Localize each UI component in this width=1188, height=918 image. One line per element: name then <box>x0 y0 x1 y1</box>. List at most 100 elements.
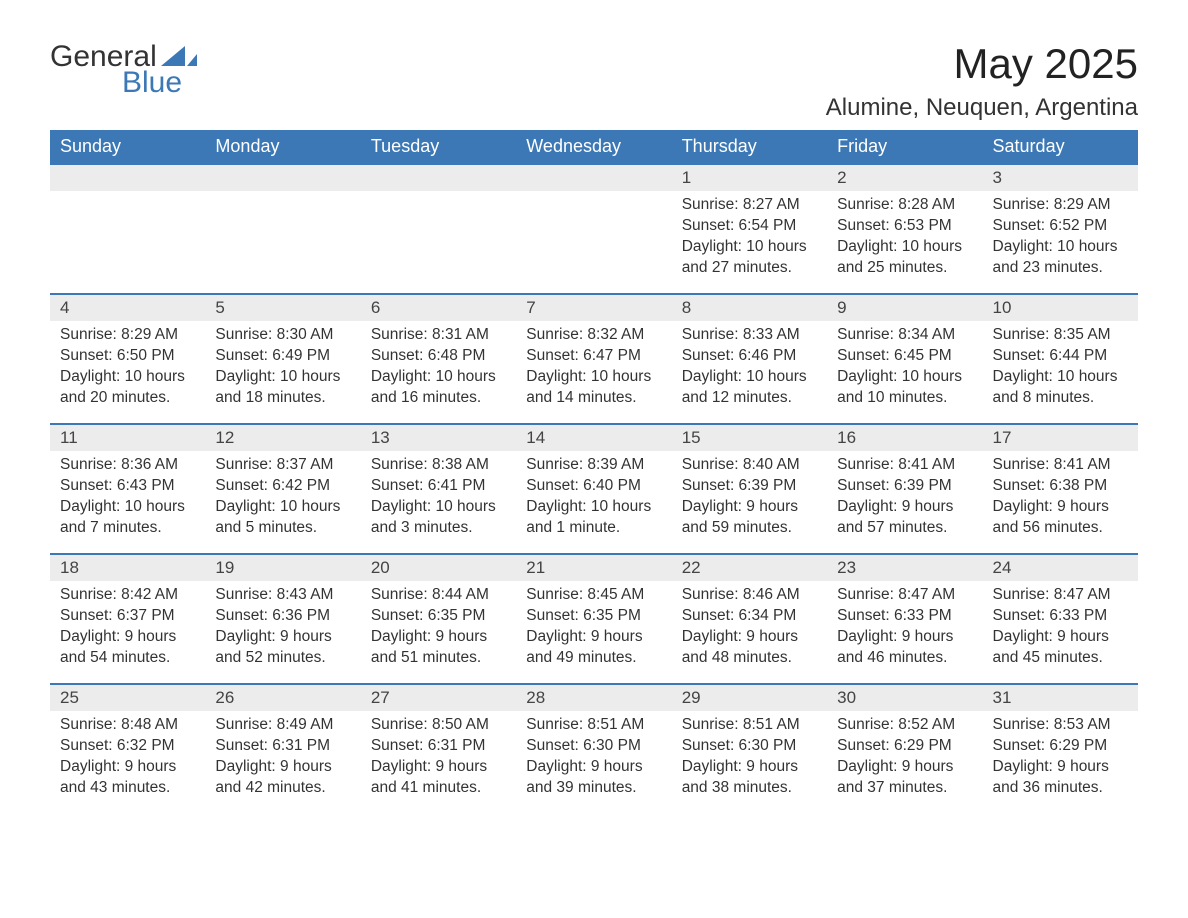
sunset-line: Sunset: 6:40 PM <box>526 476 661 497</box>
calendar-week-row: 11Sunrise: 8:36 AMSunset: 6:43 PMDayligh… <box>50 423 1138 553</box>
sunrise-line: Sunrise: 8:32 AM <box>526 325 661 346</box>
daylight-line: Daylight: 9 hours and 48 minutes. <box>682 627 817 669</box>
sunset-line: Sunset: 6:31 PM <box>215 736 350 757</box>
calendar-cell: 13Sunrise: 8:38 AMSunset: 6:41 PMDayligh… <box>361 423 516 553</box>
sunrise-line: Sunrise: 8:39 AM <box>526 455 661 476</box>
sunset-line: Sunset: 6:50 PM <box>60 346 195 367</box>
calendar-cell: 19Sunrise: 8:43 AMSunset: 6:36 PMDayligh… <box>205 553 360 683</box>
sunrise-line: Sunrise: 8:38 AM <box>371 455 506 476</box>
daylight-line: Daylight: 10 hours and 23 minutes. <box>993 237 1128 279</box>
sunset-line: Sunset: 6:34 PM <box>682 606 817 627</box>
day-number: 24 <box>983 553 1138 581</box>
day-number: 8 <box>672 293 827 321</box>
calendar-cell: 26Sunrise: 8:49 AMSunset: 6:31 PMDayligh… <box>205 683 360 813</box>
sunset-line: Sunset: 6:45 PM <box>837 346 972 367</box>
day-details: Sunrise: 8:41 AMSunset: 6:39 PMDaylight:… <box>827 451 982 547</box>
calendar-cell: 11Sunrise: 8:36 AMSunset: 6:43 PMDayligh… <box>50 423 205 553</box>
sunset-line: Sunset: 6:42 PM <box>215 476 350 497</box>
sunset-line: Sunset: 6:35 PM <box>526 606 661 627</box>
daylight-line: Daylight: 9 hours and 41 minutes. <box>371 757 506 799</box>
sunset-line: Sunset: 6:37 PM <box>60 606 195 627</box>
sunrise-line: Sunrise: 8:43 AM <box>215 585 350 606</box>
calendar-cell: 9Sunrise: 8:34 AMSunset: 6:45 PMDaylight… <box>827 293 982 423</box>
calendar-cell: 1Sunrise: 8:27 AMSunset: 6:54 PMDaylight… <box>672 163 827 293</box>
day-details: Sunrise: 8:51 AMSunset: 6:30 PMDaylight:… <box>516 711 671 807</box>
calendar-cell: 20Sunrise: 8:44 AMSunset: 6:35 PMDayligh… <box>361 553 516 683</box>
sunset-line: Sunset: 6:35 PM <box>371 606 506 627</box>
day-number <box>361 163 516 191</box>
daylight-line: Daylight: 9 hours and 51 minutes. <box>371 627 506 669</box>
weekday-header: Friday <box>827 130 982 163</box>
day-number: 1 <box>672 163 827 191</box>
daylight-line: Daylight: 10 hours and 7 minutes. <box>60 497 195 539</box>
day-number: 31 <box>983 683 1138 711</box>
calendar-week-row: 25Sunrise: 8:48 AMSunset: 6:32 PMDayligh… <box>50 683 1138 813</box>
sunset-line: Sunset: 6:52 PM <box>993 216 1128 237</box>
calendar-cell: 3Sunrise: 8:29 AMSunset: 6:52 PMDaylight… <box>983 163 1138 293</box>
daylight-line: Daylight: 10 hours and 20 minutes. <box>60 367 195 409</box>
day-details <box>516 191 671 203</box>
sunset-line: Sunset: 6:32 PM <box>60 736 195 757</box>
daylight-line: Daylight: 9 hours and 52 minutes. <box>215 627 350 669</box>
sunrise-line: Sunrise: 8:41 AM <box>993 455 1128 476</box>
sunset-line: Sunset: 6:41 PM <box>371 476 506 497</box>
daylight-line: Daylight: 10 hours and 25 minutes. <box>837 237 972 279</box>
daylight-line: Daylight: 9 hours and 37 minutes. <box>837 757 972 799</box>
day-number: 18 <box>50 553 205 581</box>
day-number: 2 <box>827 163 982 191</box>
day-details: Sunrise: 8:50 AMSunset: 6:31 PMDaylight:… <box>361 711 516 807</box>
day-details: Sunrise: 8:53 AMSunset: 6:29 PMDaylight:… <box>983 711 1138 807</box>
day-details <box>361 191 516 203</box>
sunrise-line: Sunrise: 8:37 AM <box>215 455 350 476</box>
daylight-line: Daylight: 9 hours and 45 minutes. <box>993 627 1128 669</box>
sunrise-line: Sunrise: 8:47 AM <box>837 585 972 606</box>
day-details: Sunrise: 8:43 AMSunset: 6:36 PMDaylight:… <box>205 581 360 677</box>
day-details: Sunrise: 8:49 AMSunset: 6:31 PMDaylight:… <box>205 711 360 807</box>
sunrise-line: Sunrise: 8:45 AM <box>526 585 661 606</box>
day-details: Sunrise: 8:47 AMSunset: 6:33 PMDaylight:… <box>983 581 1138 677</box>
sunrise-line: Sunrise: 8:33 AM <box>682 325 817 346</box>
sunrise-line: Sunrise: 8:52 AM <box>837 715 972 736</box>
calendar-week-row: 18Sunrise: 8:42 AMSunset: 6:37 PMDayligh… <box>50 553 1138 683</box>
day-details <box>50 191 205 203</box>
day-details: Sunrise: 8:31 AMSunset: 6:48 PMDaylight:… <box>361 321 516 417</box>
sunset-line: Sunset: 6:31 PM <box>371 736 506 757</box>
sunset-line: Sunset: 6:44 PM <box>993 346 1128 367</box>
calendar-cell: 2Sunrise: 8:28 AMSunset: 6:53 PMDaylight… <box>827 163 982 293</box>
sunset-line: Sunset: 6:33 PM <box>993 606 1128 627</box>
sunrise-line: Sunrise: 8:41 AM <box>837 455 972 476</box>
calendar-cell: 12Sunrise: 8:37 AMSunset: 6:42 PMDayligh… <box>205 423 360 553</box>
calendar-table: SundayMondayTuesdayWednesdayThursdayFrid… <box>50 130 1138 813</box>
sunrise-line: Sunrise: 8:49 AM <box>215 715 350 736</box>
sunset-line: Sunset: 6:39 PM <box>837 476 972 497</box>
daylight-line: Daylight: 9 hours and 38 minutes. <box>682 757 817 799</box>
daylight-line: Daylight: 9 hours and 56 minutes. <box>993 497 1128 539</box>
calendar-cell: 14Sunrise: 8:39 AMSunset: 6:40 PMDayligh… <box>516 423 671 553</box>
daylight-line: Daylight: 9 hours and 36 minutes. <box>993 757 1128 799</box>
day-details: Sunrise: 8:51 AMSunset: 6:30 PMDaylight:… <box>672 711 827 807</box>
calendar-cell: 24Sunrise: 8:47 AMSunset: 6:33 PMDayligh… <box>983 553 1138 683</box>
day-details: Sunrise: 8:44 AMSunset: 6:35 PMDaylight:… <box>361 581 516 677</box>
calendar-cell: 30Sunrise: 8:52 AMSunset: 6:29 PMDayligh… <box>827 683 982 813</box>
sunset-line: Sunset: 6:48 PM <box>371 346 506 367</box>
sunset-line: Sunset: 6:36 PM <box>215 606 350 627</box>
title-block: May 2025 Alumine, Neuquen, Argentina <box>826 40 1138 122</box>
daylight-line: Daylight: 10 hours and 18 minutes. <box>215 367 350 409</box>
sunset-line: Sunset: 6:43 PM <box>60 476 195 497</box>
day-number: 11 <box>50 423 205 451</box>
calendar-week-row: 4Sunrise: 8:29 AMSunset: 6:50 PMDaylight… <box>50 293 1138 423</box>
daylight-line: Daylight: 10 hours and 27 minutes. <box>682 237 817 279</box>
day-number: 10 <box>983 293 1138 321</box>
sunrise-line: Sunrise: 8:50 AM <box>371 715 506 736</box>
sunrise-line: Sunrise: 8:53 AM <box>993 715 1128 736</box>
calendar-cell: 22Sunrise: 8:46 AMSunset: 6:34 PMDayligh… <box>672 553 827 683</box>
weekday-header: Monday <box>205 130 360 163</box>
calendar-cell: 17Sunrise: 8:41 AMSunset: 6:38 PMDayligh… <box>983 423 1138 553</box>
day-details: Sunrise: 8:28 AMSunset: 6:53 PMDaylight:… <box>827 191 982 287</box>
day-details: Sunrise: 8:37 AMSunset: 6:42 PMDaylight:… <box>205 451 360 547</box>
page-title: May 2025 <box>826 40 1138 88</box>
day-number: 25 <box>50 683 205 711</box>
calendar-cell: 10Sunrise: 8:35 AMSunset: 6:44 PMDayligh… <box>983 293 1138 423</box>
sunrise-line: Sunrise: 8:35 AM <box>993 325 1128 346</box>
weekday-header: Saturday <box>983 130 1138 163</box>
